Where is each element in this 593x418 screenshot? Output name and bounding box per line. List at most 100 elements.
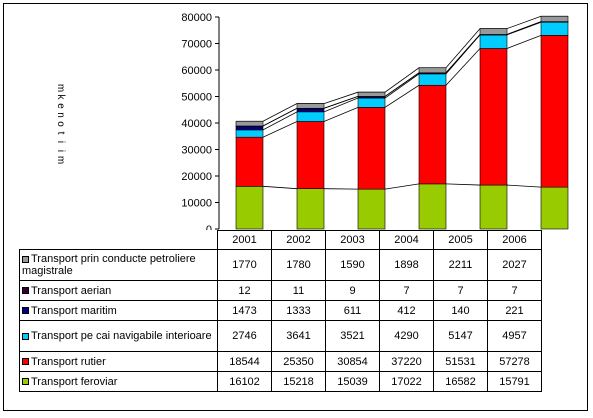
table-cell: 1473 <box>217 300 272 321</box>
table-cell: 5147 <box>433 320 488 352</box>
series-line <box>236 34 568 138</box>
y-tick-label: 80000 <box>181 12 212 24</box>
legend-swatch <box>22 358 29 366</box>
table-cell: 1333 <box>271 300 326 321</box>
year-header: 2006 <box>487 230 542 250</box>
y-tick-label: 30000 <box>181 145 212 157</box>
table-cell: 7 <box>379 280 434 301</box>
y-axis-ticks: 0 10000 20000 30000 40000 50000 60000 70000 8000… <box>181 12 219 230</box>
bar-segment <box>418 67 447 74</box>
table-cell: 17022 <box>379 371 434 392</box>
table-cell: 57278 <box>487 351 542 372</box>
row-label-text: Transport aerian <box>31 284 112 297</box>
table-cell: 12 <box>217 280 272 301</box>
series-connectors <box>236 15 568 190</box>
y-axis-label-letter: n <box>55 112 66 118</box>
y-tick-label: 60000 <box>181 65 212 77</box>
year-header: 2001 <box>217 230 272 250</box>
table-cell: 611 <box>325 300 380 321</box>
y-tick-label: 40000 <box>181 118 212 130</box>
bar-segment <box>296 111 325 122</box>
y-axis-label-letter: m <box>55 156 66 164</box>
year-header: 2003 <box>325 230 380 250</box>
table-cell: 4290 <box>379 320 434 352</box>
bar-segment <box>296 188 325 230</box>
y-axis-label-letter: m <box>55 84 66 92</box>
row-label-text: Transport prin conducte petroliere magis… <box>22 253 196 277</box>
year-header: 2005 <box>433 230 488 250</box>
bar-segment <box>235 136 264 187</box>
bar-segment <box>357 91 386 97</box>
chart-frame <box>3 3 588 411</box>
table-cell: 51531 <box>433 351 488 372</box>
row-label-text: Transport rutier <box>31 355 106 368</box>
bar-segment <box>479 184 508 230</box>
bars <box>235 15 569 230</box>
table-cell: 4957 <box>487 320 542 352</box>
table-row: Transport aerian 12 11 9 7 7 7 <box>19 280 542 301</box>
bar-segment <box>296 121 325 189</box>
legend-swatch <box>22 332 29 340</box>
table-corner <box>19 230 218 250</box>
table-row: Transport feroviar 16102 15218 15039 17022 16… <box>19 371 542 392</box>
table-cell: 37220 <box>379 351 434 372</box>
bar-segment <box>235 129 264 138</box>
table-cell: 7 <box>433 280 488 301</box>
table-row: Transport maritim 1473 1333 611 412 140 221 <box>19 300 542 321</box>
table-cell: 15791 <box>487 371 542 392</box>
row-label: Transport prin conducte petroliere magis… <box>19 249 218 281</box>
bar-segment <box>540 35 569 188</box>
row-label-text: Transport pe cai navigabile interioare <box>31 330 212 342</box>
bar-segment <box>540 15 569 22</box>
table-header-row: 2001 2002 2003 2004 2005 2006 <box>19 230 542 250</box>
table-cell: 3641 <box>271 320 326 352</box>
series-line <box>236 21 568 127</box>
bar-segment <box>357 188 386 230</box>
table-cell: 412 <box>379 300 434 321</box>
legend-swatch <box>22 287 29 295</box>
row-label-text: Transport feroviar <box>31 375 118 388</box>
table-cell: 1770 <box>217 249 272 281</box>
legend-swatch <box>22 378 29 386</box>
bar-segment <box>418 84 447 185</box>
legend-swatch <box>22 307 29 315</box>
data-table: 2001 2002 2003 2004 2005 2006 Transport prin c… <box>19 230 542 392</box>
table-cell: 140 <box>433 300 488 321</box>
table-cell: 1590 <box>325 249 380 281</box>
y-axis-label-letter: i <box>55 141 66 143</box>
row-label: Transport maritim <box>19 300 218 321</box>
series-line <box>236 21 568 127</box>
table-cell: 11 <box>271 280 326 301</box>
table-cell: 2746 <box>217 320 272 352</box>
y-axis-label-letter: k <box>55 95 66 101</box>
row-label-text: Transport maritim <box>31 304 117 317</box>
table-cell: 16102 <box>217 371 272 392</box>
bar-segment <box>418 73 447 86</box>
table-row: Transport pe cai navigabile interioare 27… <box>19 320 542 352</box>
series-line <box>236 183 568 190</box>
bar-segment <box>479 34 508 49</box>
y-tick-label: 50000 <box>181 92 212 104</box>
y-axis-label-letter: i <box>55 150 66 152</box>
table-row: Transport prin conducte petroliere magis… <box>19 249 542 281</box>
y-axis-label-letter: e <box>55 103 66 109</box>
bar-segment <box>357 107 386 190</box>
table-cell: 1898 <box>379 249 434 281</box>
bar-segment <box>418 183 447 230</box>
table-cell: 15039 <box>325 371 380 392</box>
bar-segment <box>540 186 569 230</box>
bar-segment <box>479 28 508 35</box>
bar-segment <box>540 21 569 36</box>
legend-swatch <box>22 255 29 263</box>
table-cell: 25350 <box>271 351 326 372</box>
table-cell: 9 <box>325 280 380 301</box>
table-cell: 7 <box>487 280 542 301</box>
table-cell: 2027 <box>487 249 542 281</box>
bar-segment <box>296 103 325 109</box>
y-axis-label-letter: o <box>55 121 66 127</box>
table-cell: 15218 <box>271 371 326 392</box>
bar-segment <box>357 97 386 108</box>
bar-segment <box>479 48 508 186</box>
series-line <box>236 15 568 122</box>
